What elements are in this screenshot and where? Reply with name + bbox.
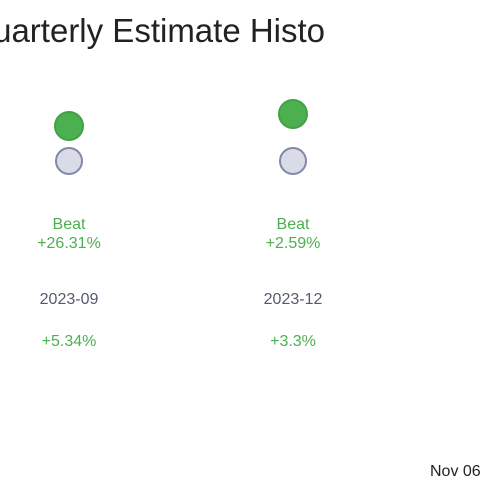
surprise-label: +2.59%: [265, 235, 321, 252]
surprise-label: +26.31%: [37, 235, 101, 252]
chart-title: evenue Quarterly Estimate Histo: [0, 12, 475, 50]
result-label: Beat: [276, 216, 310, 233]
period-label: 2023-09: [39, 291, 99, 308]
period-label: 20: [437, 291, 500, 309]
chart-title-text: evenue Quarterly Estimate Histo: [0, 12, 326, 49]
change-label: +5.34%: [41, 333, 97, 350]
estimate-dot: [55, 147, 83, 175]
change-label: -1.: [437, 333, 500, 351]
quarter-column: +20 -1.: [437, 0, 500, 500]
period-label: 2023-12: [263, 291, 323, 308]
change-label: +3.3%: [270, 333, 316, 350]
footer-date: Nov 06: [430, 463, 481, 480]
estimate-dot: [279, 147, 307, 175]
actual-dot: [54, 111, 84, 141]
quarter-column: Beat +2.59% 2023-12 +3.3%: [213, 0, 373, 500]
result-label: Beat: [52, 216, 86, 233]
actual-dot: [278, 98, 308, 129]
quarter-column: Beat +26.31% 2023-09 +5.34%: [0, 0, 149, 500]
surprise-label: +: [437, 235, 500, 253]
